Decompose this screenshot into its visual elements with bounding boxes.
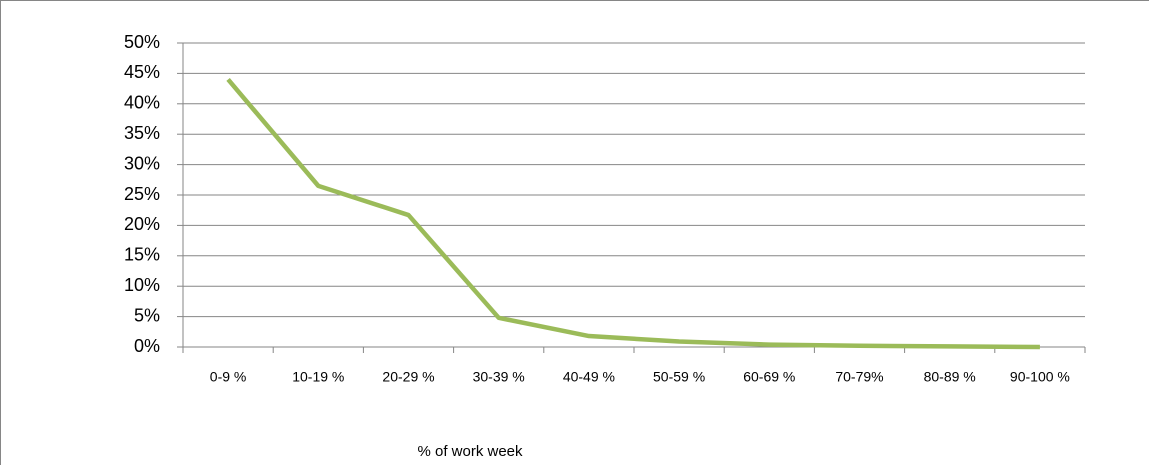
y-tick-label: 5% [134, 305, 160, 325]
x-axis-title: % of work week [417, 443, 523, 460]
x-tick-label: 80-89 % [924, 369, 976, 385]
y-tick-label: 45% [124, 62, 160, 82]
y-tick-label: 35% [124, 123, 160, 143]
y-tick-label: 20% [124, 214, 160, 234]
y-tick-label: 25% [124, 184, 160, 204]
y-tick-label: 15% [124, 245, 160, 265]
y-tick-label: 0% [134, 336, 160, 356]
x-tick-label: 90-100 % [1010, 369, 1070, 385]
x-tick-label: 10-19 % [292, 369, 344, 385]
x-tick-label: 30-39 % [473, 369, 525, 385]
x-tick-label: 50-59 % [653, 369, 705, 385]
data-line [228, 79, 1040, 347]
y-tick-label: 30% [124, 153, 160, 173]
x-tick-label: 60-69 % [743, 369, 795, 385]
x-tick-label: 0-9 % [210, 369, 247, 385]
y-tick-label: 40% [124, 93, 160, 113]
x-tick-label: 20-29 % [382, 369, 434, 385]
x-tick-label: 70-79% [835, 369, 883, 385]
y-tick-label: 50% [124, 32, 160, 52]
y-tick-label: 10% [124, 275, 160, 295]
x-tick-label: 40-49 % [563, 369, 615, 385]
